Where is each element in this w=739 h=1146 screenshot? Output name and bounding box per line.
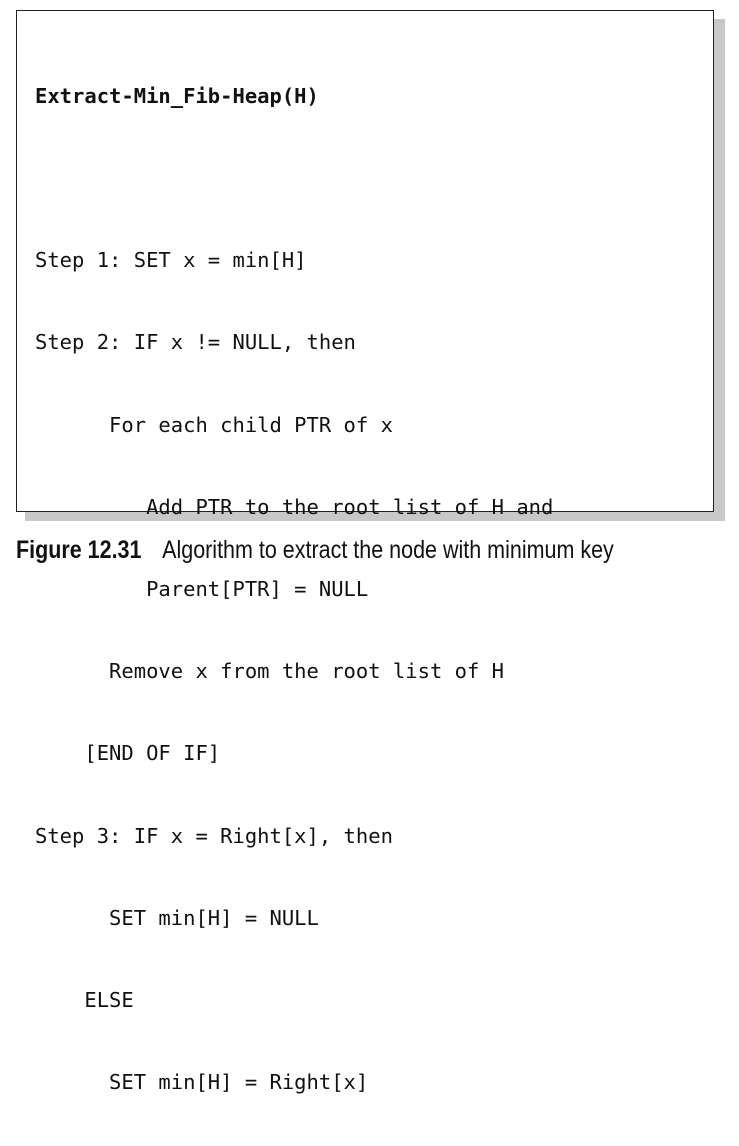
code-line-step-1: Step 1: SET x = min[H] [35,248,307,273]
caption-text: Algorithm to extract the node with minim… [162,536,614,564]
code-line: SET min[H] = NULL [35,905,319,930]
code-line: For each child PTR of x [35,412,393,437]
code-line: ELSE [35,988,134,1013]
code-line-step-3: Step 3: IF x = Right[x], then [35,823,393,848]
algorithm-code: Extract-Min_Fib-Heap(H) Step 1: SET x = … [35,28,553,1146]
code-line: Remove x from the root list of H [35,659,504,684]
figure-caption: Figure 12.31 Algorithm to extract the nod… [16,536,614,565]
algorithm-box: Extract-Min_Fib-Heap(H) Step 1: SET x = … [16,10,714,1094]
code-line [35,165,553,192]
figure-number: Figure 12.31 [16,536,142,564]
code-line-step-2: Step 2: IF x != NULL, then [35,330,356,355]
code-line: SET min[H] = Right[x] [35,1070,369,1095]
algorithm-title: Extract-Min_Fib-Heap(H) [35,83,319,108]
code-line: Parent[PTR] = NULL [35,577,369,602]
code-line: [END OF IF] [35,741,221,766]
code-line: Add PTR to the root list of H and [35,494,554,519]
